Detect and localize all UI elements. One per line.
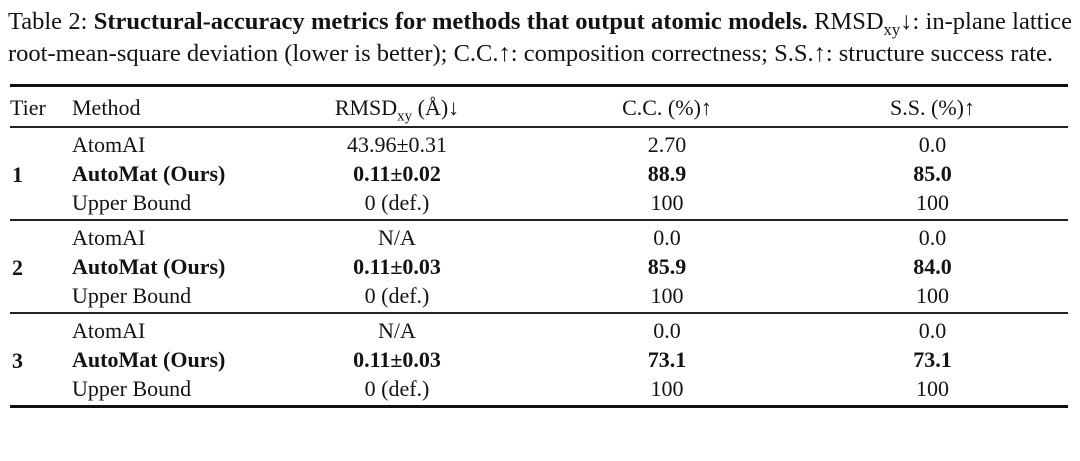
table-row: 2 AtomAI N/A 0.0 0.0 [10, 220, 1068, 280]
ss-cell: 100 [916, 376, 949, 401]
header-rmsd-text: RMSD [334, 95, 398, 120]
ss-cell: 85.0 [913, 161, 952, 186]
cc-cell: 85.9 [647, 254, 687, 279]
table-row: 3 AtomAI N/A 0.0 0.0 [10, 313, 1068, 373]
rmsd-cell: 0 (def.) [364, 190, 430, 215]
ss-cell: 0.0 [918, 132, 947, 157]
caption-rmsd-subscript: xy [883, 19, 901, 39]
tier-group-3: 3 AtomAI N/A 0.0 0.0 AutoMat (Ours) 0.11… [10, 313, 1068, 407]
ss-cell: 100 [916, 190, 949, 215]
header-rmsd: RMSDxy (Å)↓ [257, 86, 537, 128]
table-row: Upper Bound 0 (def.) 100 100 [10, 188, 1068, 220]
header-rmsd-subscript: xy [397, 108, 413, 125]
tier-group-1: 1 AtomAI 43.96±0.31 2.70 0.0 AutoMat (Ou… [10, 127, 1068, 220]
table-caption: Table 2: Structural-accuracy metrics for… [8, 6, 1072, 70]
method-cell: AtomAI [72, 318, 146, 343]
paper-page: Table 2: Structural-accuracy metrics for… [8, 6, 1072, 408]
header-method: Method [72, 95, 141, 120]
table-row: Upper Bound 0 (def.) 100 100 [10, 281, 1068, 313]
caption-title: Structural-accuracy metrics for methods … [93, 8, 808, 35]
header-row: Tier Method RMSDxy (Å)↓ C.C. (%)↑ S.S. (… [10, 86, 1068, 128]
rmsd-cell: 0 (def.) [364, 283, 430, 308]
rmsd-cell: 43.96±0.31 [346, 132, 448, 157]
header-rmsd-unit: (Å)↓ [412, 95, 460, 120]
cc-cell: 0.0 [653, 225, 681, 250]
tier-cell: 1 [12, 162, 23, 187]
rmsd-cell: N/A [378, 318, 416, 343]
ss-cell: 100 [916, 283, 949, 308]
method-cell: AutoMat (Ours) [72, 347, 226, 372]
header-cc: C.C. (%)↑ [622, 95, 712, 120]
rmsd-cell: 0 (def.) [364, 376, 430, 401]
tier-cell: 2 [12, 255, 23, 280]
method-cell: AutoMat (Ours) [72, 254, 226, 279]
ss-cell: 84.0 [913, 254, 952, 279]
rmsd-cell: N/A [378, 225, 416, 250]
method-cell: AutoMat (Ours) [72, 161, 226, 186]
method-cell: Upper Bound [72, 376, 192, 401]
cc-cell: 88.9 [647, 161, 687, 186]
table-row: AutoMat (Ours) 0.11±0.03 73.1 73.1 [10, 345, 1068, 374]
rmsd-cell: 0.11±0.03 [353, 347, 441, 372]
ss-cell: 0.0 [918, 318, 947, 343]
table-row: 1 AtomAI 43.96±0.31 2.70 0.0 [10, 127, 1068, 187]
table-row: AutoMat (Ours) 0.11±0.03 85.9 84.0 [10, 252, 1068, 281]
table-row: Upper Bound 0 (def.) 100 100 [10, 374, 1068, 407]
method-cell: Upper Bound [72, 190, 192, 215]
ss-cell: 0.0 [918, 225, 947, 250]
header-tier: Tier [10, 95, 46, 120]
cc-cell: 0.0 [653, 318, 681, 343]
tier-cell: 3 [12, 348, 23, 373]
caption-desc-post: ↓: in-plane lattice root-mean-square dev… [8, 8, 1072, 67]
rmsd-cell: 0.11±0.02 [353, 161, 441, 186]
cc-cell: 100 [650, 376, 684, 401]
rmsd-cell: 0.11±0.03 [353, 254, 441, 279]
cc-cell: 2.70 [647, 132, 687, 157]
method-cell: AtomAI [72, 132, 146, 157]
tier-group-2: 2 AtomAI N/A 0.0 0.0 AutoMat (Ours) 0.11… [10, 220, 1068, 313]
metrics-table: Tier Method RMSDxy (Å)↓ C.C. (%)↑ S.S. (… [10, 84, 1068, 408]
cc-cell: 100 [650, 190, 684, 215]
table-row: AutoMat (Ours) 0.11±0.02 88.9 85.0 [10, 159, 1068, 188]
caption-label: Table 2: [8, 8, 88, 35]
cc-cell: 100 [650, 283, 684, 308]
cc-cell: 73.1 [647, 347, 687, 372]
header-ss: S.S. (%)↑ [890, 95, 975, 120]
method-cell: Upper Bound [72, 283, 192, 308]
method-cell: AtomAI [72, 225, 146, 250]
table-header: Tier Method RMSDxy (Å)↓ C.C. (%)↑ S.S. (… [10, 86, 1068, 128]
caption-desc-pre: RMSD [814, 8, 884, 35]
ss-cell: 73.1 [913, 347, 952, 372]
